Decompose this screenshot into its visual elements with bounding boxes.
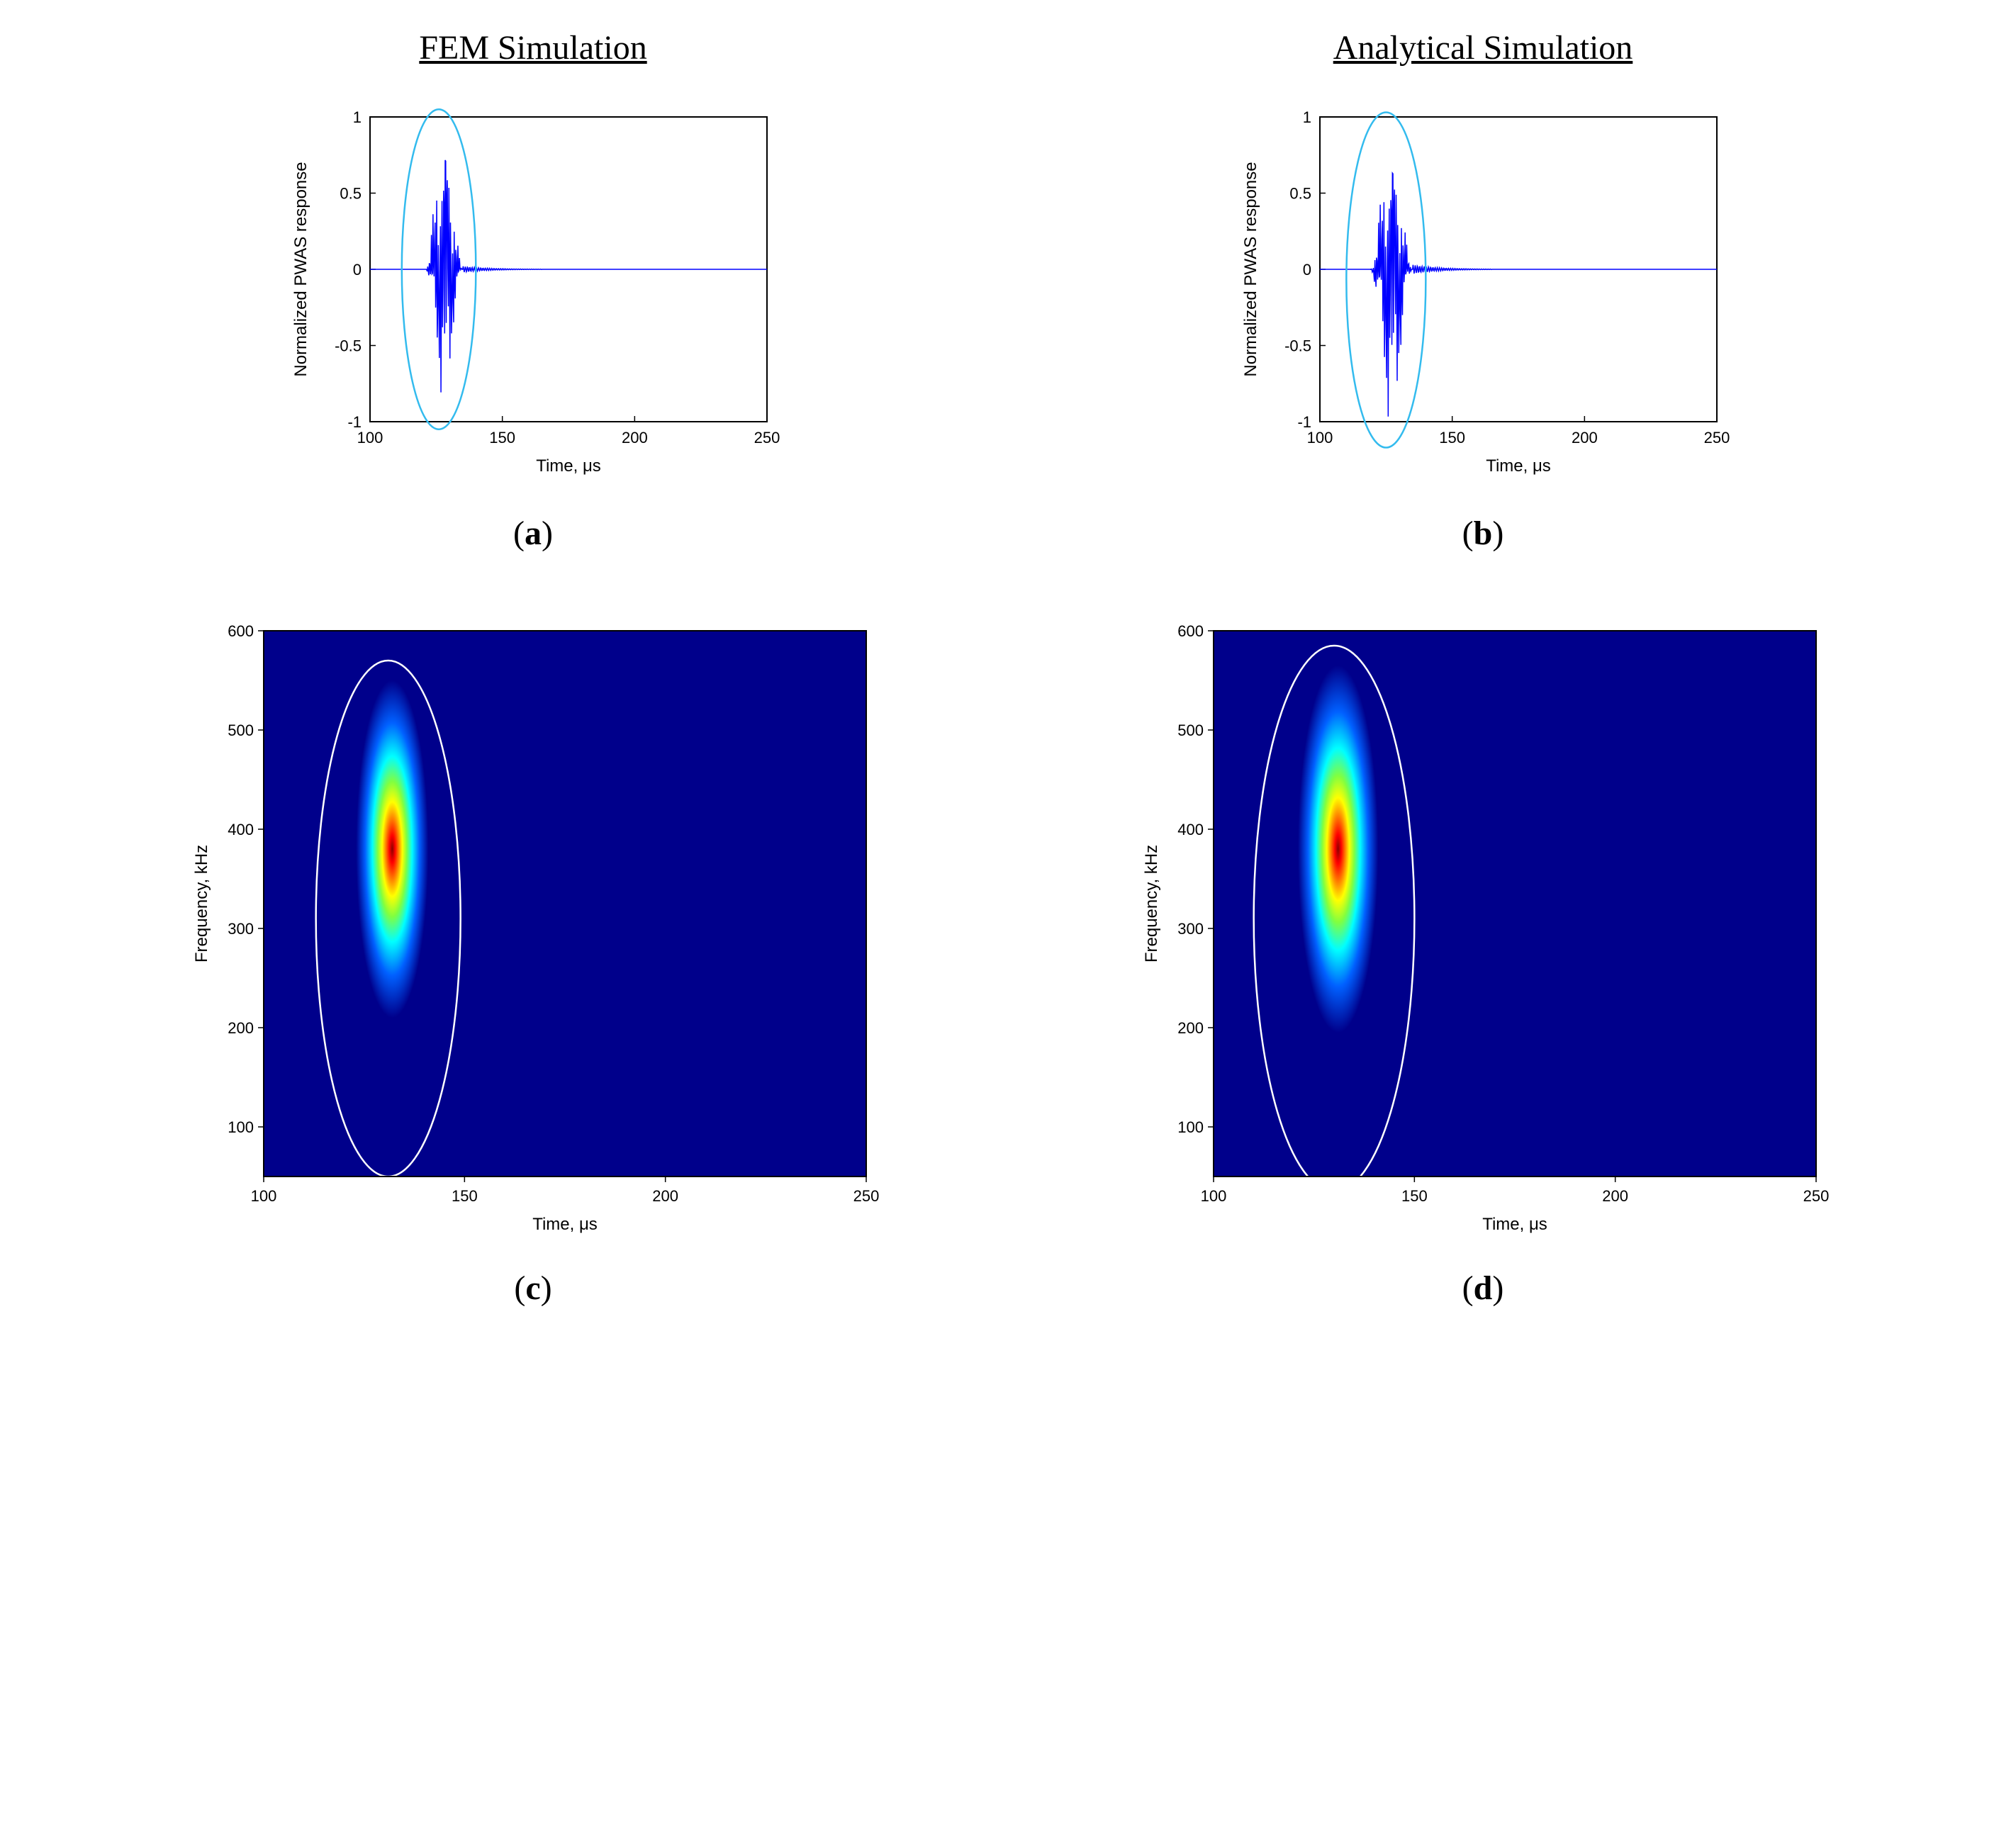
svg-text:500: 500 bbox=[228, 721, 254, 739]
svg-text:150: 150 bbox=[452, 1187, 478, 1205]
svg-text:0: 0 bbox=[1303, 261, 1311, 279]
svg-text:500: 500 bbox=[1177, 721, 1204, 739]
svg-text:Time, μs: Time, μs bbox=[1482, 1215, 1547, 1234]
svg-text:250: 250 bbox=[1704, 429, 1730, 447]
svg-text:0.5: 0.5 bbox=[1289, 185, 1311, 203]
svg-text:150: 150 bbox=[1401, 1187, 1428, 1205]
time-chart-analytical: 100 150 200 250 -1 -0.5 0 0.5 1 Time, μs Normalize… bbox=[1228, 96, 1738, 493]
svg-text:Time, μs: Time, μs bbox=[536, 456, 601, 476]
time-chart-fem: 100 150 200 250 -1 -0.5 0 0.5 1 Time, μs Normalize… bbox=[278, 96, 788, 493]
svg-text:-1: -1 bbox=[347, 413, 362, 431]
svg-text:Normalized PWAS response: Normalized PWAS response bbox=[291, 162, 310, 376]
svg-text:Frequency, kHz: Frequency, kHz bbox=[192, 845, 211, 962]
svg-text:100: 100 bbox=[1177, 1118, 1204, 1136]
svg-text:200: 200 bbox=[622, 429, 648, 447]
column-title-analytical: Analytical Simulation bbox=[1333, 28, 1633, 67]
column-title-fem: FEM Simulation bbox=[419, 28, 646, 67]
svg-text:200: 200 bbox=[1177, 1019, 1204, 1037]
svg-text:200: 200 bbox=[1572, 429, 1598, 447]
svg-text:0.5: 0.5 bbox=[340, 185, 362, 203]
panel-b: Analytical Simulation 100 150 200 250 -1 -0.5… bbox=[1036, 28, 1930, 553]
svg-text:250: 250 bbox=[754, 429, 780, 447]
svg-text:100: 100 bbox=[228, 1118, 254, 1136]
svg-text:400: 400 bbox=[228, 821, 254, 838]
svg-text:Frequency, kHz: Frequency, kHz bbox=[1142, 845, 1161, 962]
figure-grid: FEM Simulation 100 150 200 250 -1 -0.5 0 0.5 1 Ti… bbox=[86, 28, 1930, 1308]
svg-text:1: 1 bbox=[1303, 108, 1311, 126]
label-b: (b) bbox=[1462, 514, 1504, 553]
panel-a: FEM Simulation 100 150 200 250 -1 -0.5 0 0.5 1 Ti… bbox=[86, 28, 980, 553]
label-a: (a) bbox=[513, 514, 553, 553]
svg-text:150: 150 bbox=[489, 429, 515, 447]
svg-text:Time, μs: Time, μs bbox=[1486, 456, 1551, 476]
panel-d: 100 150 200 250 100 200 300 400 500 600 Time, μs Fr… bbox=[1036, 610, 1930, 1308]
label-d: (d) bbox=[1462, 1269, 1504, 1308]
svg-text:300: 300 bbox=[1177, 920, 1204, 938]
svg-text:200: 200 bbox=[228, 1019, 254, 1037]
svg-text:-0.5: -0.5 bbox=[335, 337, 362, 355]
svg-text:0: 0 bbox=[353, 261, 362, 279]
svg-text:200: 200 bbox=[1602, 1187, 1628, 1205]
svg-text:250: 250 bbox=[1803, 1187, 1830, 1205]
svg-text:Time, μs: Time, μs bbox=[532, 1215, 598, 1234]
svg-text:100: 100 bbox=[1201, 1187, 1227, 1205]
spectrogram-analytical: 100 150 200 250 100 200 300 400 500 600 Time, μs Fr… bbox=[1129, 610, 1837, 1247]
svg-text:250: 250 bbox=[853, 1187, 880, 1205]
svg-text:400: 400 bbox=[1177, 821, 1204, 838]
svg-text:1: 1 bbox=[353, 108, 362, 126]
svg-text:600: 600 bbox=[1177, 622, 1204, 640]
svg-text:300: 300 bbox=[228, 920, 254, 938]
svg-text:200: 200 bbox=[652, 1187, 678, 1205]
svg-text:100: 100 bbox=[1307, 429, 1333, 447]
svg-text:100: 100 bbox=[357, 429, 383, 447]
svg-text:100: 100 bbox=[251, 1187, 277, 1205]
label-c: (c) bbox=[514, 1269, 551, 1308]
spectrogram-fem: 100 150 200 250 100 200 300 400 500 600 Time, μs Fr… bbox=[179, 610, 887, 1247]
svg-text:Normalized PWAS response: Normalized PWAS response bbox=[1241, 162, 1260, 376]
svg-text:600: 600 bbox=[228, 622, 254, 640]
panel-c: 100 150 200 250 100 200 300 400 500 600 Time, μs Fr… bbox=[86, 610, 980, 1308]
svg-text:-0.5: -0.5 bbox=[1284, 337, 1311, 355]
svg-text:-1: -1 bbox=[1297, 413, 1311, 431]
svg-text:150: 150 bbox=[1439, 429, 1465, 447]
